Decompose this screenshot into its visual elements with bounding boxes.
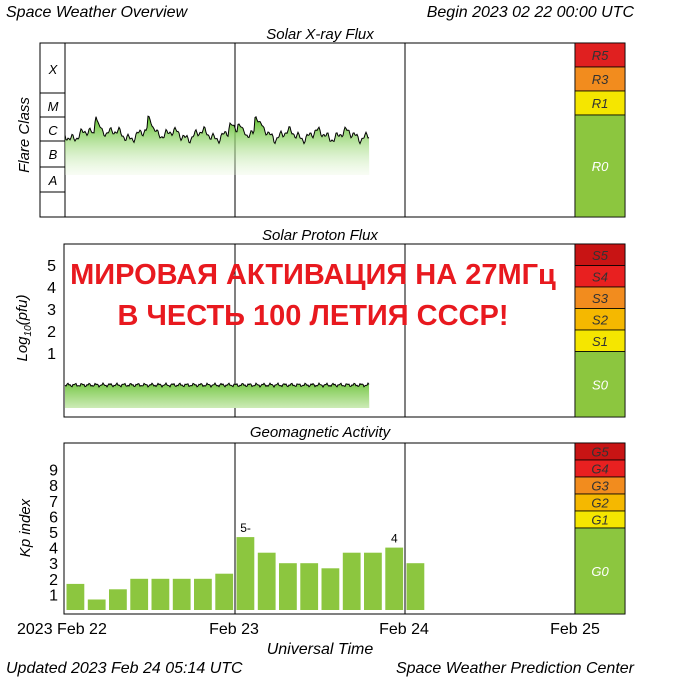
proton-y-ticks: 5 4 3 2 1	[47, 258, 56, 363]
scale-s0	[574, 351, 626, 418]
kp-bar	[257, 552, 276, 610]
xray-ylabel: Flare Class	[16, 97, 33, 173]
scale-label-r1: R1	[592, 96, 609, 111]
scale-label-r0: R0	[592, 159, 609, 174]
kp-tick-7: 7	[49, 494, 58, 511]
kp-tick-9: 9	[49, 463, 58, 480]
updated-time: Updated 2023 Feb 24 05:14 UTC	[6, 660, 243, 677]
x-axis-label: Universal Time	[267, 641, 374, 658]
kp-bar	[321, 568, 340, 610]
class-label-a: A	[48, 173, 58, 188]
kp-annotation: 5-	[240, 521, 251, 535]
scale-label-s2: S2	[592, 312, 609, 327]
proton-tick-1: 1	[47, 346, 56, 363]
scale-r3	[574, 66, 626, 92]
proton-tick-2: 2	[47, 324, 56, 341]
proton-scale: S5 S4 S3 S2 S1 S0	[574, 243, 626, 418]
kp-tick-3: 3	[49, 556, 58, 573]
kp-ylabel: Kp index	[17, 498, 34, 557]
kp-bar	[385, 547, 404, 610]
scale-r5	[574, 42, 626, 68]
scale-label-g2: G2	[591, 496, 609, 511]
scale-label-s5: S5	[592, 248, 609, 263]
scale-label-s3: S3	[592, 291, 609, 306]
kp-tick-5: 5	[49, 525, 58, 542]
kp-tick-6: 6	[49, 509, 58, 526]
xray-title: Solar X-ray Flux	[266, 26, 374, 43]
class-label-x: X	[48, 62, 59, 77]
kp-bar	[236, 537, 255, 610]
proton-flux-line	[64, 381, 370, 389]
kp-annotations: 5- 4	[240, 521, 398, 546]
x-tick-feb24: Feb 24	[379, 621, 429, 638]
kp-bar	[300, 563, 319, 610]
kp-tick-1: 1	[49, 587, 58, 604]
proton-tick-5: 5	[47, 258, 56, 275]
kp-bar	[172, 578, 191, 610]
kp-bar	[151, 578, 170, 610]
class-label-m: M	[48, 99, 59, 114]
scale-label-g3: G3	[591, 479, 609, 494]
x-tick-feb22: 2023 Feb 22	[17, 621, 107, 638]
kp-bars	[66, 537, 425, 610]
banner-line-2: В ЧЕСТЬ 100 ЛЕТИЯ СССР!	[118, 300, 509, 332]
kp-bar	[342, 552, 361, 610]
kp-bar	[215, 573, 234, 610]
kp-title: Geomagnetic Activity	[250, 424, 392, 441]
proton-tick-4: 4	[47, 280, 56, 297]
scale-g0	[574, 527, 626, 615]
scale-label-g5: G5	[591, 445, 609, 460]
scale-label-g4: G4	[591, 462, 608, 477]
proton-title: Solar Proton Flux	[262, 227, 378, 244]
x-tick-feb25: Feb 25	[550, 621, 600, 638]
page-title: Space Weather Overview	[6, 4, 189, 21]
scale-label-r5: R5	[592, 48, 609, 63]
proton-tick-3: 3	[47, 302, 56, 319]
scale-label-g1: G1	[591, 513, 608, 528]
kp-tick-4: 4	[49, 541, 58, 558]
x-tick-feb23: Feb 23	[209, 621, 259, 638]
xray-flux-area	[65, 116, 370, 175]
xray-frame	[39, 42, 626, 218]
proton-ylabel: Log10(pfu)	[14, 294, 34, 361]
scale-label-s0: S0	[592, 377, 609, 392]
scale-r0	[574, 114, 626, 218]
kp-bar	[364, 552, 382, 610]
scale-label-g0: G0	[591, 564, 609, 579]
kp-bar	[194, 578, 212, 610]
class-label-b: B	[49, 147, 58, 162]
begin-time: Begin 2023 02 22 00:00 UTC	[427, 4, 635, 21]
class-label-c: C	[48, 123, 58, 138]
kp-tick-8: 8	[49, 478, 58, 495]
kp-tick-2: 2	[49, 572, 58, 589]
scale-label-s4: S4	[592, 269, 608, 284]
xray-grid	[234, 43, 576, 217]
kp-bar	[87, 599, 106, 610]
xray-scale: R5 R3 R1 R0	[574, 42, 626, 218]
scale-label-r3: R3	[592, 72, 609, 87]
kp-bar	[109, 589, 127, 610]
kp-annotation: 4	[391, 532, 398, 546]
xray-flux-line	[64, 115, 370, 145]
scale-label-s1: S1	[592, 334, 608, 349]
kp-bar	[406, 563, 425, 610]
kp-bar	[130, 578, 149, 610]
banner-line-1: МИРОВАЯ АКТИВАЦИЯ НА 27МГц	[70, 259, 556, 291]
prediction-center: Space Weather Prediction Center	[396, 660, 635, 677]
kp-bar	[66, 583, 85, 610]
proton-flux-area	[65, 383, 370, 408]
kp-bar	[279, 563, 297, 610]
kp-scale: G5 G4 G3 G2 G1 G0	[574, 442, 626, 615]
